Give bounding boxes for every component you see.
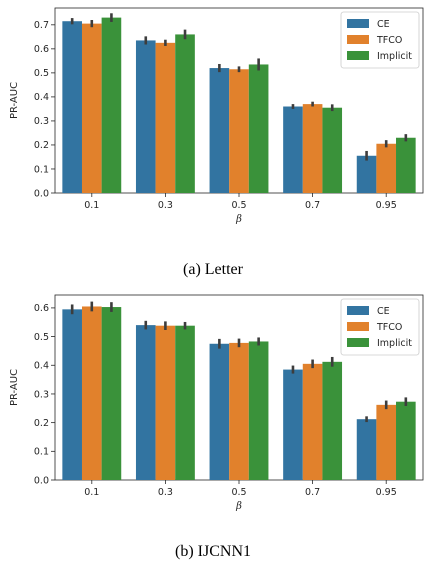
bar-tfco-0.3 bbox=[155, 325, 176, 480]
x-axis-label: β bbox=[235, 501, 242, 512]
legend-swatch-tfco bbox=[347, 35, 369, 44]
bar-implicit-0.3 bbox=[175, 34, 195, 193]
legend-swatch-ce bbox=[347, 19, 369, 28]
y-axis-label: PR-AUC bbox=[9, 369, 20, 406]
bar-implicit-0.7 bbox=[322, 361, 343, 480]
y-tick-label: 0.5 bbox=[34, 332, 49, 343]
x-tick-label: 0.5 bbox=[231, 487, 246, 498]
chart-letter: 0.0 0.1 0.2 0.3 0.4 0.5 0.6 0.7 PR-AUC 0.1 0.3 0.5 0… bbox=[9, 7, 424, 225]
legend-swatch-implicit bbox=[347, 51, 369, 60]
bar-tfco-0.95 bbox=[376, 143, 397, 193]
y-tick-label: 0.0 bbox=[34, 188, 49, 199]
bar-ce-0.95 bbox=[356, 419, 377, 480]
y-tick-label: 0.2 bbox=[34, 140, 49, 151]
bar-ce-0.3 bbox=[135, 40, 156, 194]
legend-label-implicit: Implicit bbox=[377, 51, 412, 62]
y-tick-label: 0.1 bbox=[34, 164, 49, 175]
y-tick-label: 0.6 bbox=[34, 303, 49, 314]
chart-ijcnn1: 0.0 0.1 0.2 0.3 0.4 0.5 0.6 PR-AUC 0.1 0.3 0.5 0.7 0… bbox=[9, 294, 424, 512]
x-tick-label: 0.1 bbox=[84, 200, 99, 211]
x-axis-label: β bbox=[235, 214, 242, 225]
y-tick-label: 0.3 bbox=[34, 389, 49, 400]
caption-letter: (a) Letter bbox=[183, 261, 244, 278]
legend-label-implicit: Implicit bbox=[377, 338, 412, 349]
y-tick-label: 0.4 bbox=[34, 361, 49, 372]
bar-ce-0.95 bbox=[356, 155, 377, 193]
bar-ce-0.7 bbox=[283, 106, 303, 193]
legend-swatch-ce bbox=[347, 306, 369, 315]
bar-tfco-0.3 bbox=[155, 42, 176, 193]
bar-ce-0.5 bbox=[209, 343, 230, 480]
y-tick-label: 0.1 bbox=[34, 447, 49, 458]
y-tick-label: 0.3 bbox=[34, 116, 49, 127]
y-axis-label: PR-AUC bbox=[9, 82, 20, 119]
y-tick-label: 0.6 bbox=[34, 44, 49, 55]
x-tick-label: 0.5 bbox=[231, 200, 246, 211]
bar-tfco-0.5 bbox=[229, 69, 249, 193]
legend-label-tfco: TFCO bbox=[376, 322, 402, 333]
x-tick-label: 0.95 bbox=[376, 200, 397, 211]
x-tick-label: 0.7 bbox=[305, 200, 320, 211]
bar-ce-0.1 bbox=[62, 21, 82, 194]
bar-tfco-0.7 bbox=[302, 104, 323, 193]
bar-tfco-0.5 bbox=[229, 342, 249, 480]
y-tick-label: 0.7 bbox=[34, 20, 49, 31]
x-tick-label: 0.95 bbox=[376, 487, 397, 498]
bar-implicit-0.3 bbox=[175, 325, 195, 480]
legend-label-ce: CE bbox=[377, 19, 390, 30]
x-tick-label: 0.3 bbox=[158, 487, 173, 498]
bar-implicit-0.7 bbox=[322, 107, 343, 193]
bar-implicit-0.95 bbox=[396, 401, 416, 480]
bar-implicit-0.1 bbox=[101, 17, 122, 194]
bar-tfco-0.7 bbox=[302, 363, 323, 480]
bar-tfco-0.1 bbox=[81, 306, 102, 480]
legend-label-ce: CE bbox=[377, 306, 390, 317]
bar-implicit-0.95 bbox=[396, 137, 416, 193]
bar-ce-0.7 bbox=[283, 369, 303, 480]
x-tick-label: 0.3 bbox=[158, 200, 173, 211]
bar-tfco-0.95 bbox=[376, 404, 397, 480]
bar-implicit-0.5 bbox=[248, 341, 269, 480]
y-tick-label: 0.4 bbox=[34, 92, 49, 103]
bar-ce-0.1 bbox=[62, 309, 82, 480]
y-tick-label: 0.5 bbox=[34, 68, 49, 79]
bar-implicit-0.1 bbox=[101, 307, 122, 480]
legend-swatch-tfco bbox=[347, 322, 369, 331]
y-tick-label: 0.0 bbox=[34, 475, 49, 486]
caption-ijcnn1: (b) IJCNN1 bbox=[175, 543, 251, 560]
bar-implicit-0.5 bbox=[248, 64, 269, 194]
legend-label-tfco: TFCO bbox=[376, 35, 402, 46]
x-tick-label: 0.7 bbox=[305, 487, 320, 498]
bar-ce-0.5 bbox=[209, 68, 230, 193]
x-tick-label: 0.1 bbox=[84, 487, 99, 498]
bar-ce-0.3 bbox=[135, 325, 156, 480]
y-tick-label: 0.2 bbox=[34, 418, 49, 429]
legend-swatch-implicit bbox=[347, 338, 369, 347]
bar-tfco-0.1 bbox=[81, 23, 102, 193]
